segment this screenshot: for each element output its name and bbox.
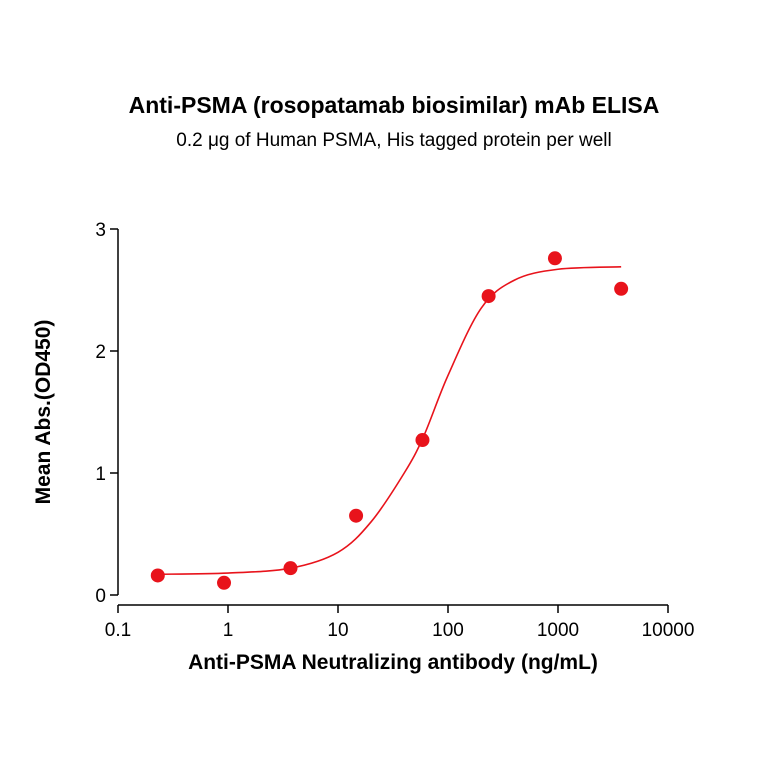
x-tick-label: 1 (223, 620, 234, 641)
y-axis-label: Mean Abs.(OD450) (32, 320, 55, 505)
y-tick-label: 2 (95, 342, 106, 363)
y-tick-label: 3 (95, 220, 106, 241)
chart-title: Anti-PSMA (rosopatamab biosimilar) mAb E… (129, 92, 660, 118)
data-point (614, 281, 629, 296)
data-point (415, 433, 430, 448)
y-tick-label: 1 (95, 464, 106, 485)
fit-curve (157, 266, 622, 576)
chart-subtitle: 0.2 μg of Human PSMA, His tagged protein… (176, 130, 612, 151)
x-axis-label: Anti-PSMA Neutralizing antibody (ng/mL) (188, 651, 598, 674)
x-tick-label: 100 (432, 620, 464, 641)
data-point (217, 575, 232, 590)
data-point (283, 561, 298, 576)
x-tick-label: 10 (327, 620, 348, 641)
data-point (547, 251, 562, 266)
y-tick-label: 0 (95, 586, 106, 607)
x-tick-label: 10000 (642, 620, 695, 641)
x-tick-label: 1000 (537, 620, 579, 641)
x-tick-label: 0.1 (105, 620, 131, 641)
data-point (481, 289, 496, 304)
data-point (349, 508, 364, 523)
data-point (150, 568, 165, 583)
